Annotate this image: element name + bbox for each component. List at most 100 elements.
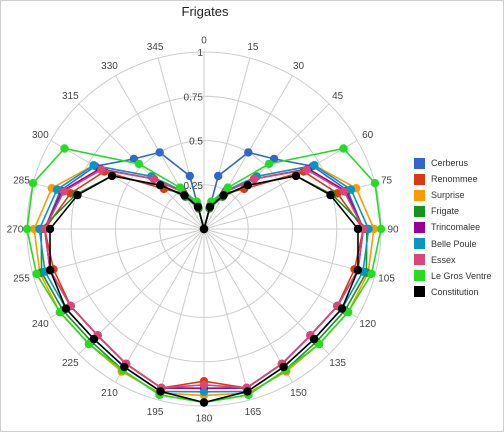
grid-spoke	[203, 228, 358, 318]
legend-item[interactable]: Trincomalee	[414, 219, 492, 235]
legend-label: Essex	[431, 254, 456, 265]
legend-swatch	[414, 286, 425, 298]
angle-tick-label: 15	[247, 42, 259, 53]
data-point	[73, 190, 82, 200]
data-point	[309, 334, 319, 344]
angle-tick-label: 255	[13, 273, 30, 284]
data-point	[156, 387, 165, 396]
data-point	[243, 387, 252, 396]
data-point	[89, 334, 99, 344]
radial-tick-label: 0.5	[189, 137, 203, 148]
legend-label: Constitution	[431, 286, 479, 297]
data-point	[249, 174, 259, 184]
data-point	[223, 183, 233, 192]
angle-tick-label: 345	[147, 42, 164, 53]
data-point	[291, 171, 301, 181]
data-point	[60, 144, 69, 153]
data-point	[97, 165, 106, 174]
grid-spoke	[203, 228, 251, 401]
legend-item[interactable]: Surprise	[414, 187, 492, 203]
data-point	[22, 224, 32, 234]
data-point	[45, 224, 55, 234]
legend-item[interactable]: Renommee	[414, 171, 492, 187]
data-point	[89, 161, 98, 170]
data-point	[370, 179, 380, 188]
data-point	[244, 148, 253, 157]
angle-tick-label: 150	[290, 388, 307, 399]
angle-tick-label: 180	[196, 414, 213, 425]
data-point	[45, 266, 55, 275]
grid-spoke	[32, 228, 205, 276]
legend-swatch	[414, 173, 425, 185]
angle-tick-label: 45	[332, 91, 344, 102]
data-point	[185, 171, 194, 181]
angle-tick-label: 120	[359, 319, 376, 330]
data-point	[214, 171, 223, 181]
angle-tick-label: 285	[13, 176, 30, 187]
grid-spoke	[115, 228, 205, 383]
data-point	[353, 224, 363, 234]
angle-tick-label: 75	[381, 176, 393, 187]
legend-item[interactable]: Constitution	[414, 284, 492, 300]
data-point	[156, 181, 165, 190]
legend-item[interactable]: Le Gros Ventre	[414, 268, 492, 284]
angle-tick-label: 240	[32, 319, 49, 330]
angle-tick-label: 330	[101, 61, 118, 72]
data-point	[59, 187, 68, 196]
grid-spoke	[203, 140, 358, 230]
data-point	[32, 269, 41, 279]
data-point	[279, 362, 288, 372]
data-point	[52, 185, 62, 194]
angle-tick-label: 105	[378, 273, 395, 284]
data-point	[55, 308, 65, 317]
data-point	[205, 202, 215, 211]
radial-tick-label: 0.25	[184, 181, 204, 192]
angle-tick-label: 315	[62, 91, 79, 102]
data-point	[199, 224, 209, 234]
legend-swatch	[414, 254, 425, 266]
legend-item[interactable]: Frigate	[414, 203, 492, 219]
data-point	[199, 380, 209, 389]
data-point	[61, 304, 71, 313]
angle-tick-label: 0	[201, 36, 207, 47]
legend-label: Cerberus	[431, 158, 469, 169]
grid-spoke	[50, 228, 205, 318]
data-point	[243, 181, 252, 190]
legend-label: Renommee	[431, 174, 478, 185]
data-point	[310, 161, 319, 170]
data-point	[193, 202, 203, 211]
legend-swatch	[414, 221, 425, 233]
data-point	[120, 362, 129, 372]
data-point	[337, 304, 347, 313]
data-point	[107, 171, 117, 181]
angle-tick-label: 270	[7, 225, 24, 236]
data-point	[367, 269, 376, 279]
legend-label: Belle Poule	[431, 238, 477, 249]
legend-swatch	[414, 205, 425, 217]
angle-tick-label: 135	[329, 358, 346, 369]
legend-item[interactable]: Essex	[414, 252, 492, 268]
angle-tick-label: 210	[101, 388, 118, 399]
legend-label: Trincomalee	[431, 222, 481, 233]
data-point	[199, 387, 209, 396]
angle-tick-label: 225	[62, 358, 79, 369]
legend: Cerberus Renommee Surprise Frigate Trincomal…	[414, 155, 492, 300]
data-point	[175, 183, 185, 192]
data-point	[346, 185, 356, 194]
legend-swatch	[414, 189, 425, 201]
legend-swatch	[414, 270, 425, 282]
legend-label: Surprise	[431, 190, 465, 201]
radial-tick-label: 1	[197, 48, 203, 59]
data-point	[340, 187, 349, 196]
angle-tick-label: 165	[245, 407, 262, 418]
grid-spoke	[50, 140, 205, 230]
angle-tick-label: 195	[147, 407, 164, 418]
legend-item[interactable]: Belle Poule	[414, 235, 492, 251]
legend-swatch	[414, 238, 425, 250]
data-point	[339, 144, 348, 153]
legend-item[interactable]: Cerberus	[414, 155, 492, 171]
angle-tick-label: 30	[293, 61, 305, 72]
angle-tick-label: 300	[32, 130, 49, 141]
data-point	[302, 165, 311, 174]
